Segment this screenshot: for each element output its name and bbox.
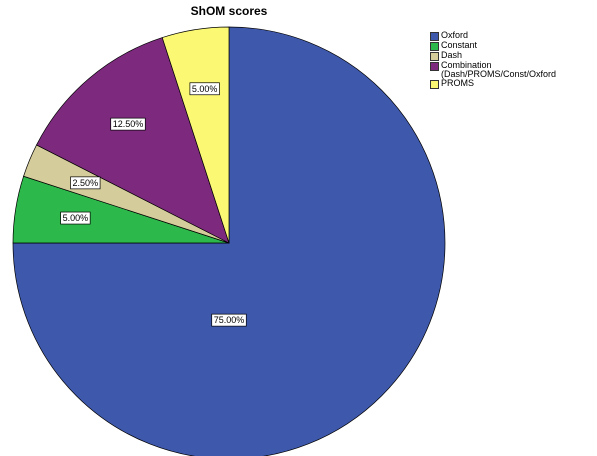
data-label-text: 12.50% <box>113 119 144 129</box>
legend: Oxford Constant Dash Combination (Dash/PROM… <box>430 31 590 89</box>
legend-swatch <box>430 42 439 51</box>
legend-swatch <box>430 62 439 71</box>
chart-title: ShOM scores <box>191 4 268 18</box>
data-label-text: 5.00% <box>63 213 89 223</box>
data-label-box <box>110 117 146 131</box>
data-label-box <box>211 313 247 327</box>
legend-label: Constant <box>441 40 478 50</box>
legend-swatch <box>430 52 439 61</box>
legend-label: PROMS <box>441 78 475 88</box>
data-label-text: 5.00% <box>192 84 218 94</box>
legend-item: Constant <box>430 41 590 51</box>
data-label-box <box>70 176 101 190</box>
data-label: 75.00% <box>211 313 247 327</box>
data-label-box <box>189 82 220 96</box>
legend-item: PROMS <box>430 79 590 89</box>
legend-item: Oxford <box>430 31 590 41</box>
legend-item: Combination (Dash/PROMS/Const/Oxford <box>430 61 590 79</box>
legend-label: Oxford <box>441 30 469 40</box>
legend-swatch <box>430 80 439 89</box>
legend-label: Dash <box>441 50 463 60</box>
data-label: 5.00% <box>60 211 91 225</box>
data-label: 12.50% <box>110 117 146 131</box>
data-label-box <box>60 211 91 225</box>
data-label: 2.50% <box>70 176 101 190</box>
data-label-text: 2.50% <box>73 178 99 188</box>
legend-swatch <box>430 32 439 41</box>
pie-slice <box>36 37 230 244</box>
legend-label: Combination (Dash/PROMS/Const/Oxford <box>441 60 557 79</box>
pie-slice <box>161 26 230 244</box>
data-label-text: 75.00% <box>214 315 245 325</box>
data-label: 5.00% <box>189 82 220 96</box>
legend-item: Dash <box>430 51 590 61</box>
